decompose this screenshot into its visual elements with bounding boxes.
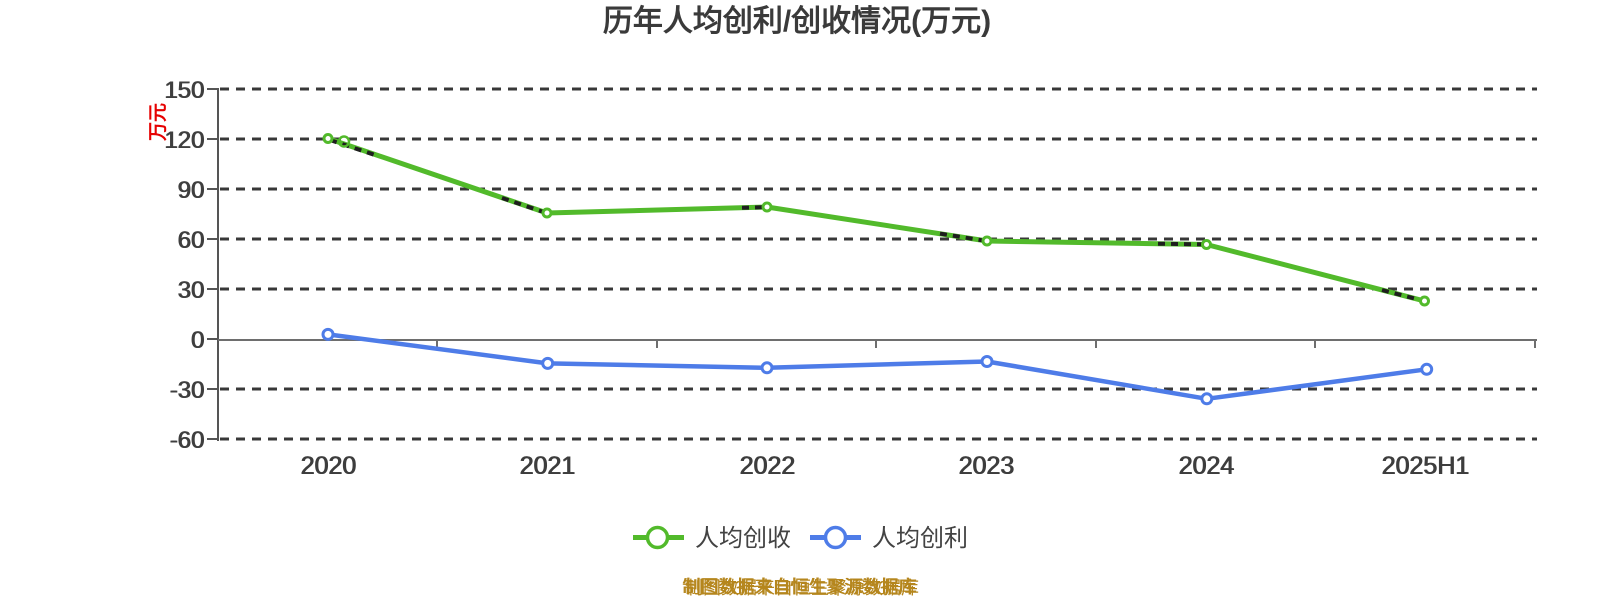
- svg-text:万元: 万元: [148, 103, 169, 142]
- svg-text:2023: 2023: [958, 452, 1014, 480]
- svg-text:制图数据来自恒生聚源数据库: 制图数据来自恒生聚源数据库: [683, 577, 917, 597]
- svg-text:150: 150: [164, 77, 204, 104]
- svg-text:30: 30: [177, 277, 204, 304]
- svg-text:2022: 2022: [739, 452, 795, 480]
- svg-text:2021: 2021: [519, 452, 575, 480]
- svg-text:0: 0: [191, 327, 204, 354]
- svg-text:历年人均创利/创收情况(万元): 历年人均创利/创收情况(万元): [603, 5, 991, 38]
- svg-text:2024: 2024: [1178, 452, 1234, 480]
- svg-text:60: 60: [177, 227, 204, 254]
- svg-text:2020: 2020: [300, 452, 356, 480]
- svg-text:90: 90: [177, 177, 204, 204]
- svg-text:人均创收: 人均创收: [695, 525, 791, 552]
- svg-text:2025H1: 2025H1: [1381, 452, 1469, 480]
- svg-text:-60: -60: [169, 427, 204, 454]
- svg-text:人均创利: 人均创利: [872, 525, 968, 552]
- svg-text:120: 120: [164, 127, 204, 154]
- svg-text:-30: -30: [169, 377, 204, 404]
